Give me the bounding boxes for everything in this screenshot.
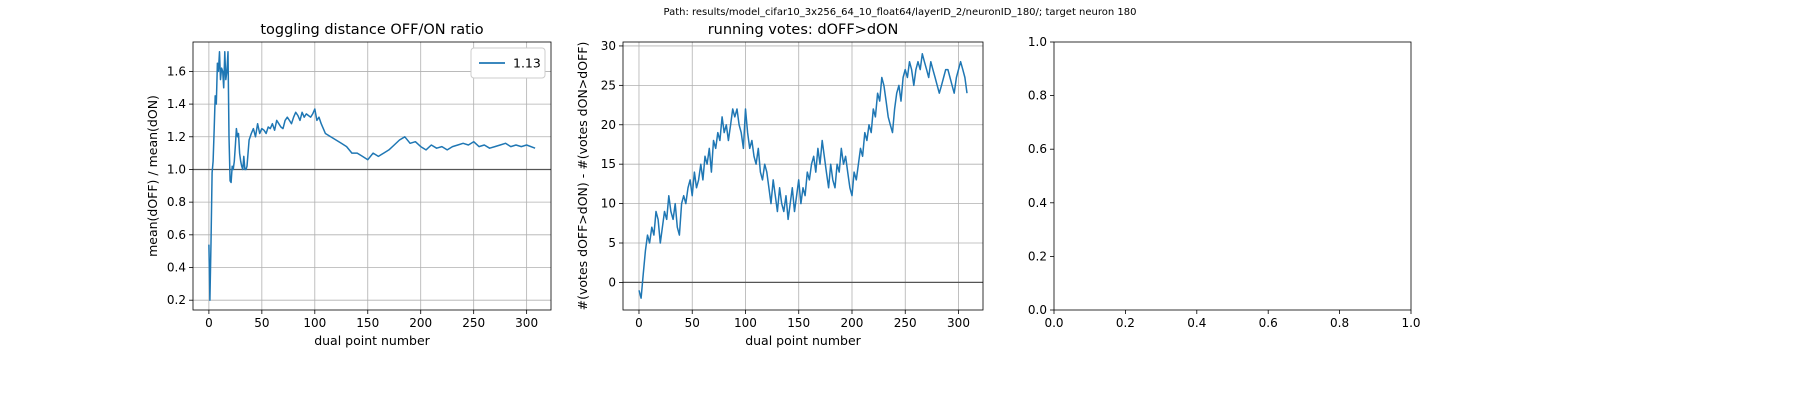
x-tick-label: 50 [254,316,269,330]
y-tick-label: 0.6 [1028,142,1047,156]
y-tick-label: 1.6 [167,64,186,78]
y-axis-label: #(votes dOFF>dON) - #(votes dON>dOFF) [575,42,590,311]
chart-panel-2: 0 50 100 150 200 250 300 0 5 10 15 20 25 30 running vo… [575,22,984,348]
x-tick-label: 0.8 [1330,316,1349,330]
series-line-1 [208,51,536,301]
x-tick-label: 150 [356,316,379,330]
x-tick-label: 150 [787,316,810,330]
x-tick-label: 0.0 [1044,316,1063,330]
y-tick-label: 25 [601,78,616,92]
x-tick-label: 0.6 [1259,316,1278,330]
y-axis-label: mean(dOFF) / mean(dON) [145,95,160,257]
y-tick-label: 1.4 [167,97,186,111]
x-axis-label: dual point number [314,333,430,348]
y-tick-label: 0.2 [1028,249,1047,263]
x-tick-label: 200 [841,316,864,330]
chart-panel-3: 0.0 0.2 0.4 0.6 0.8 1.0 0.0 0.2 0.4 0.6 0.8 1.0 [1028,35,1421,330]
x-tick-label: 1.0 [1401,316,1420,330]
x-tick-label: 250 [462,316,485,330]
legend-label: 1.13 [513,56,541,71]
chart-panels: 0 50 100 150 200 250 3000.20.40.60.81.01.21.41… [145,22,1421,348]
x-axis-label: dual point number [745,333,861,348]
x-tick-label: 100 [303,316,326,330]
y-tick-label: 0.8 [167,195,186,209]
y-tick-label: 30 [601,39,616,53]
y-tick-label: 15 [601,157,616,171]
y-tick-label: 1.2 [167,130,186,144]
y-tick-label: 5 [608,236,616,250]
y-tick-label: 1.0 [167,162,186,176]
x-tick-label: 0 [635,316,643,330]
x-tick-label: 300 [515,316,538,330]
x-tick-label: 300 [947,316,970,330]
y-tick-label: 1.0 [1028,35,1047,49]
x-tick-label: 0.2 [1116,316,1135,330]
x-tick-label: 250 [894,316,917,330]
chart-title: toggling distance OFF/ON ratio [260,22,483,38]
y-tick-label: 0.8 [1028,89,1047,103]
axes-frame [1053,41,1412,311]
axes-frame [192,41,552,311]
x-tick-label: 0 [205,316,213,330]
x-tick-label: 50 [685,316,700,330]
axes-frame [622,41,984,311]
y-tick-label: 0 [608,275,616,289]
y-tick-label: 0.4 [167,261,186,275]
y-tick-label: 0.6 [167,228,186,242]
x-tick-label: 0.4 [1187,316,1206,330]
figure-suptitle: Path: results/model_cifar10_3x256_64_10_… [664,7,1137,18]
y-tick-label: 20 [601,118,616,132]
legend-box [470,47,546,79]
chart-title: running votes: dOFF>dON [708,22,899,38]
x-tick-label: 100 [734,316,757,330]
x-tick-label: 200 [409,316,432,330]
chart-panel-1: 0 50 100 150 200 250 300 0.2 0.4 0.6 0.8 1.0 1.2 1.4 1… [145,22,552,348]
y-tick-label: 0.4 [1028,196,1047,210]
y-tick-label: 0.0 [1028,303,1047,317]
y-tick-label: 10 [601,197,616,211]
y-tick-label: 0.2 [167,293,186,307]
series-line-1 [638,53,968,299]
